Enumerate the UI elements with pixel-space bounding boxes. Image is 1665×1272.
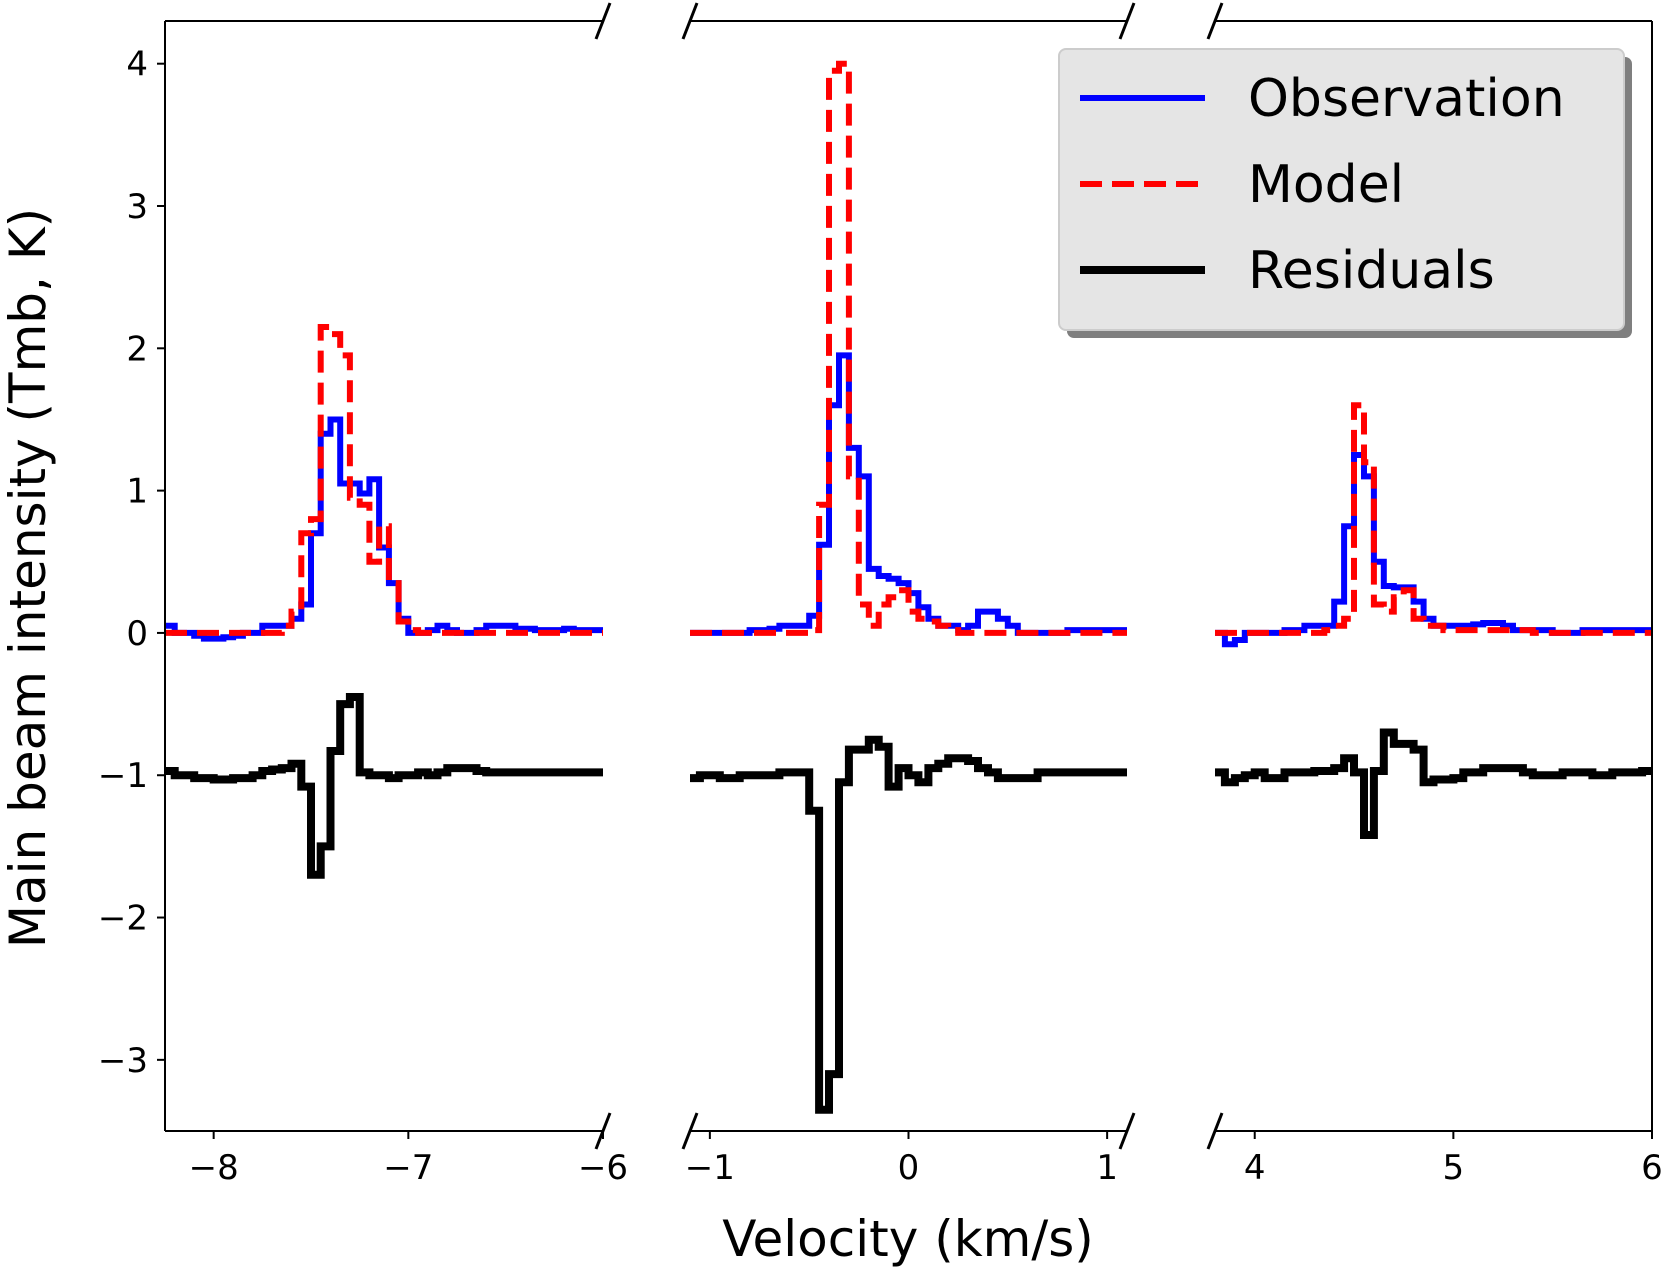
series-residuals-line xyxy=(165,693,603,879)
axis-break-marks xyxy=(594,2,1224,1150)
x-tick-label: 0 xyxy=(898,1148,920,1188)
legend-label-model: Model xyxy=(1248,155,1404,215)
y-axis-label: Main beam intensity (Tmb, K) xyxy=(0,208,57,948)
y-tick-label: 4 xyxy=(126,45,148,85)
axis-break-mark xyxy=(681,1112,699,1150)
series-residuals-line xyxy=(690,735,1127,1114)
axis-break-mark xyxy=(1206,1112,1224,1150)
axis-break-mark xyxy=(1118,2,1136,40)
x-tick-label: 1 xyxy=(1096,1148,1118,1188)
y-tick-label: 0 xyxy=(126,614,148,654)
x-axis-label: Velocity (km/s) xyxy=(722,1210,1094,1268)
panel-2: −1 0 1 xyxy=(685,20,1127,1188)
legend-box xyxy=(1058,48,1625,331)
y-tick-label: 1 xyxy=(126,472,148,512)
panel-series xyxy=(1215,402,1652,839)
series-model-line xyxy=(165,324,603,636)
y-tick-label: 2 xyxy=(126,329,148,369)
panel-series xyxy=(165,324,603,879)
x-tick-label: 6 xyxy=(1641,1148,1663,1188)
y-tick-label: −2 xyxy=(98,899,148,939)
series-model-line xyxy=(1215,402,1652,636)
axis-break-mark xyxy=(1206,2,1224,40)
axis-break-mark xyxy=(681,2,699,40)
legend-label-observation: Observation xyxy=(1248,69,1565,129)
y-tick-label: 3 xyxy=(126,187,148,227)
x-tick-label: −1 xyxy=(685,1148,735,1188)
legend-label-residuals: Residuals xyxy=(1248,241,1495,301)
series-model-line xyxy=(690,60,1127,636)
x-tick-label: −8 xyxy=(189,1148,239,1188)
y-tick-label: −1 xyxy=(98,756,148,796)
axis-break-mark xyxy=(1118,1112,1136,1150)
legend: Observation Model Residuals xyxy=(1058,48,1632,338)
x-tick-label: −7 xyxy=(383,1148,433,1188)
axis-break-mark xyxy=(594,1112,612,1150)
x-tick-label: 5 xyxy=(1443,1148,1465,1188)
panel-3: 4 5 6 xyxy=(1215,20,1663,1188)
panel-series xyxy=(690,60,1127,1114)
legend-entries: Observation Model Residuals xyxy=(1080,69,1565,301)
y-tick-label: −3 xyxy=(98,1041,148,1081)
series-residuals-line xyxy=(1215,728,1652,839)
y-axis: 4 3 2 1 0 −1 −2 −3 xyxy=(98,45,165,1081)
axis-break-mark xyxy=(594,2,612,40)
plot-panels: −8 −7 −6 −1 0 1 4 5 6 xyxy=(164,20,1663,1188)
panel-1: −8 −7 −6 xyxy=(164,20,628,1188)
x-tick-label: −6 xyxy=(578,1148,628,1188)
x-tick-label: 4 xyxy=(1244,1148,1266,1188)
